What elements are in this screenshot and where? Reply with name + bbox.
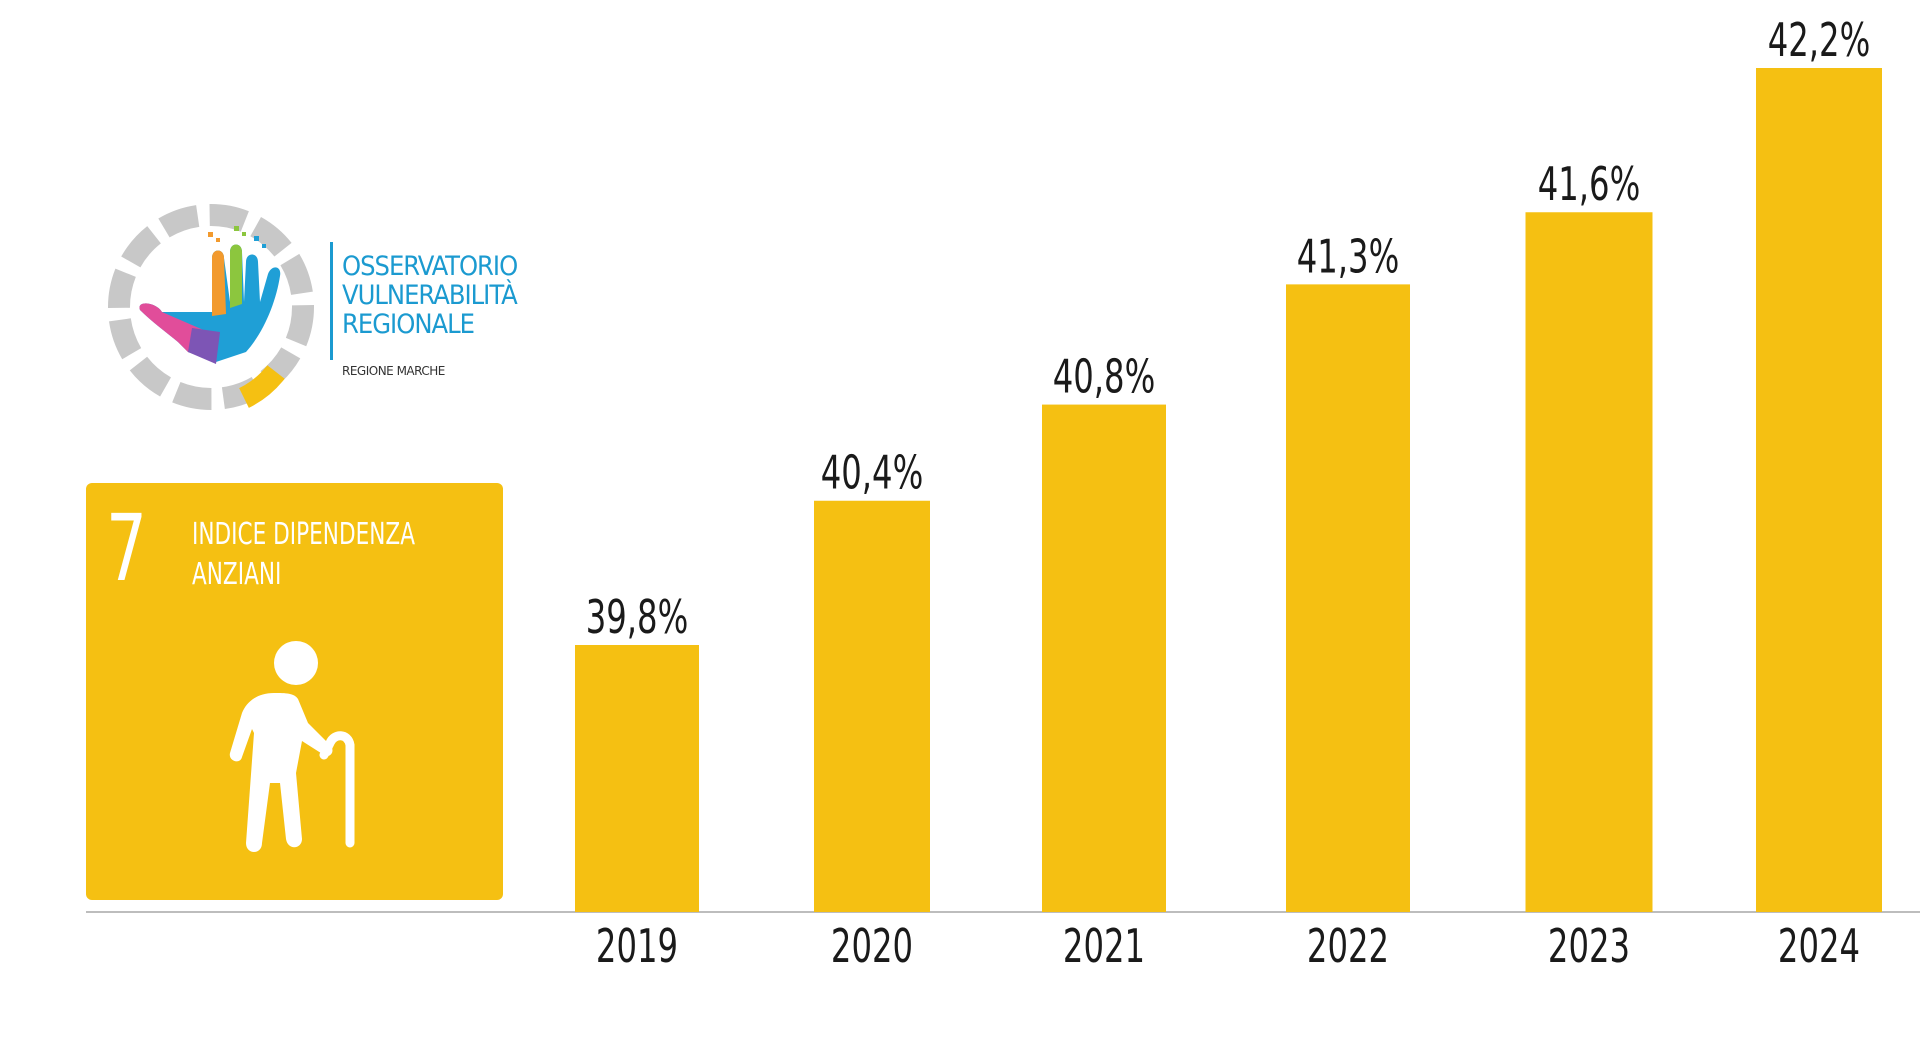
bar-2021 xyxy=(1042,404,1166,912)
indicator-number: 7 xyxy=(106,495,147,602)
x-tick-label-2021: 2021 xyxy=(1063,920,1145,974)
ring-segments xyxy=(108,204,314,410)
data-label-2023: 41,6% xyxy=(1538,158,1641,212)
bar-2023 xyxy=(1525,212,1653,912)
hand-ring-icon xyxy=(108,204,314,410)
x-tick-label-2022: 2022 xyxy=(1307,920,1389,974)
data-label-2024: 42,2% xyxy=(1768,14,1871,68)
data-label-2022: 41,3% xyxy=(1297,230,1400,284)
elderly-person-with-cane-icon xyxy=(229,641,355,852)
hand-icon xyxy=(139,226,281,364)
x-tick-label-2023: 2023 xyxy=(1548,920,1630,974)
data-label-2021: 40,8% xyxy=(1053,350,1156,404)
bar-2022 xyxy=(1286,284,1410,912)
logo-text-line: REGIONALE xyxy=(342,309,475,340)
indicator-title-line: INDICE DIPENDENZA xyxy=(192,517,415,552)
bar-2019 xyxy=(575,645,699,912)
data-label-2019: 39,8% xyxy=(586,591,689,645)
data-label-2020: 40,4% xyxy=(821,446,924,500)
bar-2020 xyxy=(814,500,930,912)
indicator-card: 7 INDICE DIPENDENZA ANZIANI xyxy=(86,483,503,900)
logo-text-line: OSSERVATORIO xyxy=(342,251,518,282)
logo: OSSERVATORIO VULNERABILITÀ REGIONALE REG… xyxy=(96,192,536,422)
x-tick-label-2019: 2019 xyxy=(596,920,678,974)
indicator-title-line: ANZIANI xyxy=(192,557,282,592)
bar-2024 xyxy=(1756,68,1882,912)
logo-divider xyxy=(330,242,333,360)
x-tick-label-2024: 2024 xyxy=(1778,920,1860,974)
x-tick-label-2020: 2020 xyxy=(831,920,913,974)
logo-subtitle: REGIONE MARCHE xyxy=(342,364,445,378)
logo-text-line: VULNERABILITÀ xyxy=(342,280,518,311)
